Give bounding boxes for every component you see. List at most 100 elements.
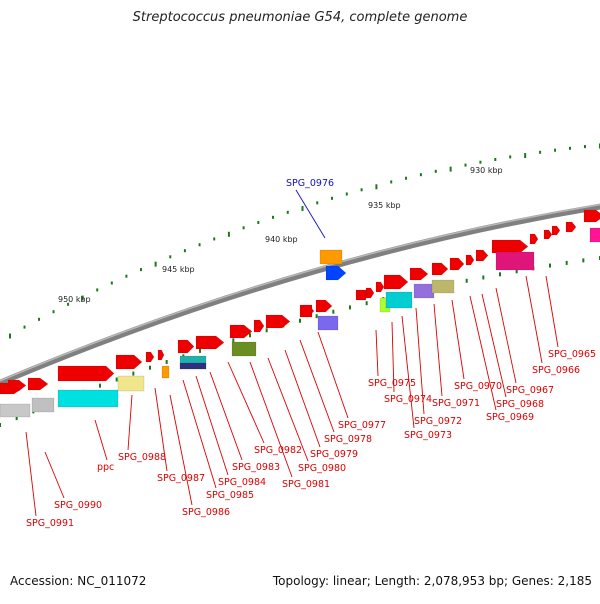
backbone-highlight bbox=[0, 203, 600, 382]
gene-label-spg-0970[interactable]: SPG_0970 bbox=[454, 381, 502, 392]
gene-feature[interactable] bbox=[231, 341, 257, 357]
gene-feature[interactable] bbox=[195, 335, 225, 350]
gene-feature[interactable] bbox=[319, 249, 343, 265]
gene-feature[interactable] bbox=[179, 362, 207, 370]
gene-feature[interactable] bbox=[265, 314, 291, 329]
label-leader-line bbox=[182, 379, 217, 489]
gene-feature[interactable] bbox=[431, 262, 449, 276]
gene-feature[interactable] bbox=[355, 289, 367, 301]
gene-feature[interactable] bbox=[409, 267, 429, 281]
scale-dot bbox=[227, 231, 230, 237]
gene-label-spg-0982[interactable]: SPG_0982 bbox=[254, 445, 302, 456]
accession-text: Accession: NC_011072 bbox=[10, 574, 147, 588]
gene-feature[interactable] bbox=[475, 249, 489, 262]
gene-feature[interactable] bbox=[57, 365, 115, 382]
gene-feature[interactable] bbox=[529, 233, 539, 245]
gene-feature[interactable] bbox=[413, 283, 435, 299]
gene-feature[interactable] bbox=[177, 339, 195, 354]
gene-label-spg-0974[interactable]: SPG_0974 bbox=[384, 394, 432, 405]
label-leader-lines bbox=[25, 189, 559, 517]
gene-label-spg-0972[interactable]: SPG_0972 bbox=[414, 416, 462, 427]
label-leader-line bbox=[375, 329, 379, 377]
gene-feature[interactable] bbox=[57, 389, 119, 408]
label-leader-line bbox=[469, 295, 497, 411]
gene-feature[interactable] bbox=[315, 299, 333, 313]
gene-label-spg-0978[interactable]: SPG_0978 bbox=[324, 434, 372, 445]
label-leader-line bbox=[169, 394, 193, 506]
gene-feature[interactable] bbox=[31, 397, 55, 413]
gene-label-spg-0984[interactable]: SPG_0984 bbox=[218, 477, 266, 488]
gene-feature[interactable] bbox=[317, 315, 339, 331]
scale-dot bbox=[465, 278, 468, 283]
scale-dot bbox=[183, 249, 186, 253]
scale-dot bbox=[23, 325, 26, 329]
gene-feature[interactable] bbox=[115, 354, 143, 370]
gene-labels: SPG_0991SPG_0990ppcSPG_0988SPG_0987SPG_0… bbox=[26, 178, 596, 529]
gene-label-spg-0980[interactable]: SPG_0980 bbox=[298, 463, 346, 474]
gene-label-spg-0990[interactable]: SPG_0990 bbox=[54, 500, 102, 511]
gene-feature[interactable] bbox=[543, 229, 553, 240]
scale-dot bbox=[332, 309, 335, 314]
gene-feature[interactable] bbox=[7, 379, 27, 392]
gene-label-spg-0968[interactable]: SPG_0968 bbox=[496, 399, 544, 410]
scale-dot bbox=[198, 243, 201, 247]
gene-feature[interactable] bbox=[491, 239, 529, 254]
scale-dot bbox=[257, 220, 260, 224]
scale-dot bbox=[9, 333, 11, 339]
gene-label-spg-0975[interactable]: SPG_0975 bbox=[368, 378, 416, 389]
scale-dot bbox=[419, 173, 422, 177]
scale-tick-label: 945 kbp bbox=[162, 265, 195, 274]
gene-feature[interactable] bbox=[157, 349, 165, 361]
gene-feature[interactable] bbox=[0, 403, 31, 418]
gene-label-spg-0988[interactable]: SPG_0988 bbox=[118, 452, 166, 463]
gene-feature[interactable] bbox=[117, 375, 145, 392]
gene-feature[interactable] bbox=[375, 281, 385, 293]
scale-dot bbox=[213, 237, 216, 241]
gene-feature[interactable] bbox=[365, 287, 375, 299]
gene-label-spg-0967[interactable]: SPG_0967 bbox=[506, 385, 554, 396]
gene-feature[interactable] bbox=[465, 254, 475, 266]
gene-feature[interactable] bbox=[299, 304, 313, 318]
gene-feature[interactable] bbox=[385, 291, 413, 309]
gene-label-spg-0986[interactable]: SPG_0986 bbox=[182, 507, 230, 518]
gene-label-spg-0977[interactable]: SPG_0977 bbox=[338, 420, 386, 431]
gene-feature[interactable] bbox=[565, 221, 577, 233]
gene-feature[interactable] bbox=[27, 377, 49, 391]
gene-feature[interactable] bbox=[431, 279, 455, 294]
gene-feature[interactable] bbox=[253, 319, 265, 333]
gene-feature[interactable] bbox=[229, 324, 253, 339]
gene-feature[interactable] bbox=[495, 251, 535, 271]
scale-dot bbox=[499, 272, 501, 277]
gene-label-spg-0981[interactable]: SPG_0981 bbox=[282, 479, 330, 490]
scale-dot bbox=[482, 275, 485, 280]
gene-feature[interactable] bbox=[589, 227, 600, 243]
gene-label-spg-0965[interactable]: SPG_0965 bbox=[548, 349, 596, 360]
label-leader-line bbox=[44, 451, 65, 499]
gene-label-spg-0973[interactable]: SPG_0973 bbox=[404, 430, 452, 441]
gene-label-spg-0966[interactable]: SPG_0966 bbox=[532, 365, 580, 376]
scale-dot bbox=[165, 359, 168, 364]
gene-feature[interactable] bbox=[449, 257, 465, 271]
gene-label-spg-0991[interactable]: SPG_0991 bbox=[26, 518, 74, 529]
scale-dot bbox=[554, 148, 557, 152]
gene-label-spg-0969[interactable]: SPG_0969 bbox=[486, 412, 534, 423]
gene-label-spg-0987[interactable]: SPG_0987 bbox=[157, 473, 205, 484]
label-leader-line bbox=[94, 419, 108, 461]
gene-feature[interactable] bbox=[583, 209, 600, 223]
scale-dot bbox=[132, 371, 135, 376]
gene-label-spg-0983[interactable]: SPG_0983 bbox=[232, 462, 280, 473]
scale-tick-label: 940 kbp bbox=[265, 235, 298, 244]
gene-feature[interactable] bbox=[383, 274, 409, 290]
gene-label-ppc[interactable]: ppc bbox=[97, 462, 114, 473]
gene-label-spg-0979[interactable]: SPG_0979 bbox=[310, 449, 358, 460]
gene-label-spg-0971[interactable]: SPG_0971 bbox=[432, 398, 480, 409]
scale-dot bbox=[149, 365, 151, 370]
gene-label-spg-0985[interactable]: SPG_0985 bbox=[206, 490, 254, 501]
gene-feature[interactable] bbox=[325, 265, 347, 281]
label-leader-line bbox=[451, 299, 465, 380]
gene-feature[interactable] bbox=[551, 225, 561, 236]
gene-feature[interactable] bbox=[161, 365, 170, 379]
gene-feature[interactable] bbox=[145, 351, 155, 363]
gene-label-spg-0976[interactable]: SPG_0976 bbox=[286, 178, 334, 189]
